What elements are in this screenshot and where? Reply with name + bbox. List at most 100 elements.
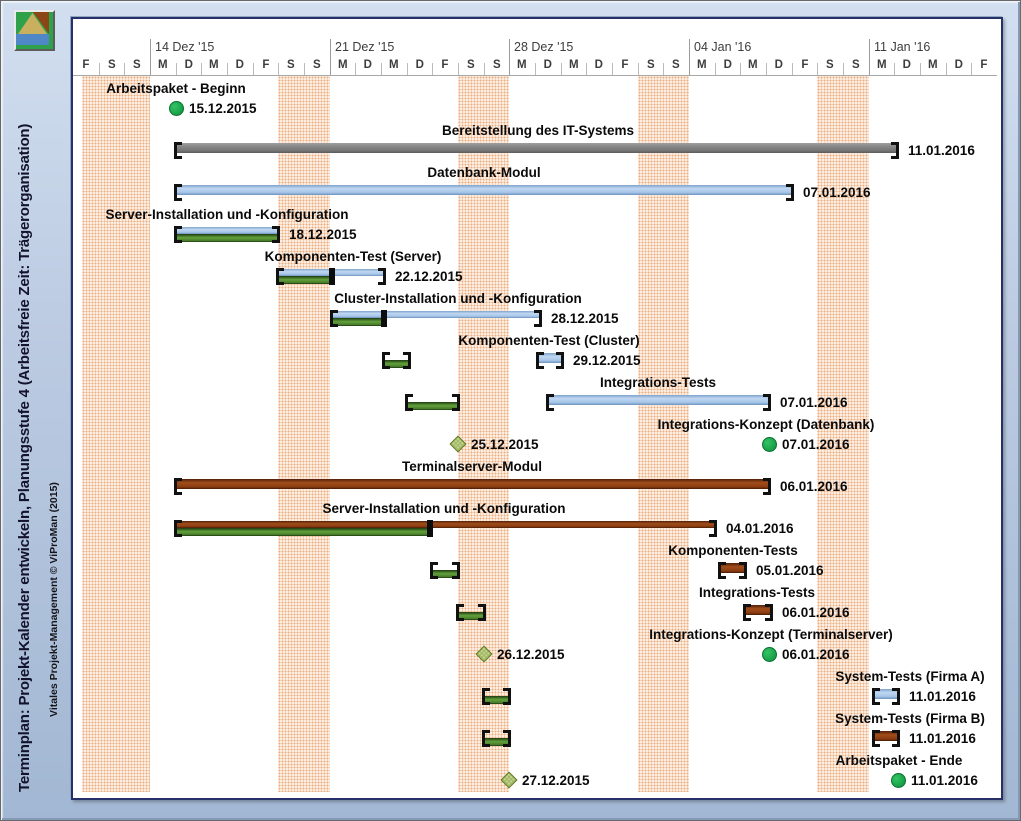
task-label: Bereitstellung des IT-Systems [441, 123, 635, 138]
day-tick [817, 63, 818, 75]
day-letter: M [389, 59, 399, 71]
bar-end-bracket-icon [763, 478, 771, 495]
day-letter: D [363, 59, 372, 71]
actual-bar-fill [177, 528, 429, 536]
task-bar[interactable] [872, 688, 900, 705]
task-bar[interactable] [743, 604, 773, 621]
task-label: Integrations-Konzept (Terminalserver) [649, 627, 893, 642]
task-label: System-Tests (Firma B) [835, 711, 985, 726]
day-letter: S [286, 59, 295, 71]
bar-start-bracket-icon [718, 562, 726, 579]
vertical-chart-title: Terminplan: Projekt-Kalender entwickeln,… [16, 123, 33, 792]
day-letter: S [312, 59, 321, 71]
day-letter: S [825, 59, 834, 71]
bar-end-bracket-icon [891, 142, 899, 159]
date-label: 25.12.2015 [471, 437, 539, 452]
plan-bar-fill [177, 227, 277, 234]
milestone-diamond[interactable] [449, 435, 467, 453]
day-tick [586, 63, 587, 75]
bar-start-bracket-icon [382, 352, 390, 369]
milestone-circle[interactable] [761, 437, 777, 452]
task-bar[interactable] [174, 142, 899, 159]
header-baseline [73, 75, 997, 76]
bar-end-bracket-icon [892, 688, 900, 705]
task-bar[interactable] [174, 520, 717, 537]
bar-start-bracket-icon [456, 604, 464, 621]
milestone-circle[interactable] [890, 773, 906, 788]
task-bar[interactable] [174, 226, 280, 243]
milestone-circle[interactable] [761, 647, 777, 662]
day-tick [561, 63, 562, 75]
bar-start-bracket-icon [330, 310, 338, 327]
task-row: Arbeitspaket - Ende 27.12.2015 11.01.2016 [73, 753, 997, 795]
task-label: Server-Installation und -Konfiguration [322, 501, 566, 516]
milestone-diamond[interactable] [500, 771, 518, 789]
actual-bar-fill [433, 570, 457, 578]
date-label: 04.01.2016 [726, 521, 794, 536]
date-label: 11.01.2016 [911, 773, 978, 788]
task-bar[interactable] [482, 730, 511, 747]
task-label: Integrations-Tests [599, 375, 717, 390]
task-row: Datenbank-Modul 07.01.2016 [73, 165, 997, 207]
task-bar[interactable] [482, 688, 511, 705]
task-bar[interactable] [276, 268, 386, 285]
actual-bar-fill [333, 318, 383, 326]
date-label: 29.12.2015 [573, 353, 641, 368]
day-letter: S [646, 59, 655, 71]
plan-bar-fill [746, 605, 770, 615]
task-label: Arbeitspaket - Beginn [106, 81, 246, 96]
task-bar[interactable] [546, 394, 771, 411]
date-label: 27.12.2015 [522, 773, 590, 788]
date-label: 07.01.2016 [780, 395, 848, 410]
bar-start-bracket-icon [536, 352, 544, 369]
week-tick [330, 39, 331, 75]
task-bar[interactable] [456, 604, 486, 621]
day-tick [432, 63, 433, 75]
task-row: Server-Installation und -Konfiguration 04… [73, 501, 997, 543]
task-label: Arbeitspaket - Ende [835, 753, 963, 768]
day-letter: F [621, 59, 629, 71]
day-letter: D [954, 59, 963, 71]
task-bar[interactable] [174, 478, 771, 495]
task-row: Cluster-Installation und -Konfiguration 2… [73, 291, 997, 333]
day-letter: M [928, 59, 938, 71]
task-row: Integrations-Tests 07.01.2016 [73, 375, 997, 417]
day-letter: S [107, 59, 116, 71]
vertical-credit-line: Vitales Projekt-Management © ViProMan (2… [48, 482, 60, 717]
task-label: Komponenten-Test (Server) [264, 249, 442, 264]
task-bar[interactable] [536, 352, 564, 369]
task-label: Komponenten-Test (Cluster) [458, 333, 640, 348]
date-label: 26.12.2015 [497, 647, 565, 662]
plan-bar-fill [177, 143, 896, 153]
bar-start-bracket-icon [405, 394, 413, 411]
task-row: Bereitstellung des IT-Systems 11.01.2016 [73, 123, 997, 165]
day-letter: M [209, 59, 219, 71]
day-tick [740, 63, 741, 75]
task-bar[interactable] [330, 310, 542, 327]
milestone-diamond[interactable] [475, 645, 493, 663]
milestone-circle[interactable] [168, 101, 184, 116]
day-tick [253, 63, 254, 75]
task-bar[interactable] [872, 730, 900, 747]
date-label: 11.01.2016 [908, 143, 975, 158]
day-tick [535, 63, 536, 75]
date-label: 05.01.2016 [756, 563, 824, 578]
bar-end-bracket-icon [709, 520, 717, 537]
actual-bar-fill [279, 276, 331, 284]
day-tick [124, 63, 125, 75]
task-label: Terminalserver-Modul [401, 459, 543, 474]
day-letter: S [466, 59, 475, 71]
plan-bar-fill [539, 353, 561, 363]
task-row: Komponenten-Tests 05.01.2016 [73, 543, 997, 585]
task-bar[interactable] [382, 352, 411, 369]
task-bar[interactable] [174, 184, 794, 201]
day-letter: D [184, 59, 193, 71]
actual-bar-fill [459, 612, 483, 620]
task-bar[interactable] [430, 562, 460, 579]
task-bar[interactable] [405, 394, 460, 411]
task-label: Cluster-Installation und -Konfiguration [334, 291, 582, 306]
bar-start-bracket-icon [743, 604, 751, 621]
day-letter: F [82, 59, 90, 71]
task-bar[interactable] [718, 562, 747, 579]
day-tick [894, 63, 895, 75]
